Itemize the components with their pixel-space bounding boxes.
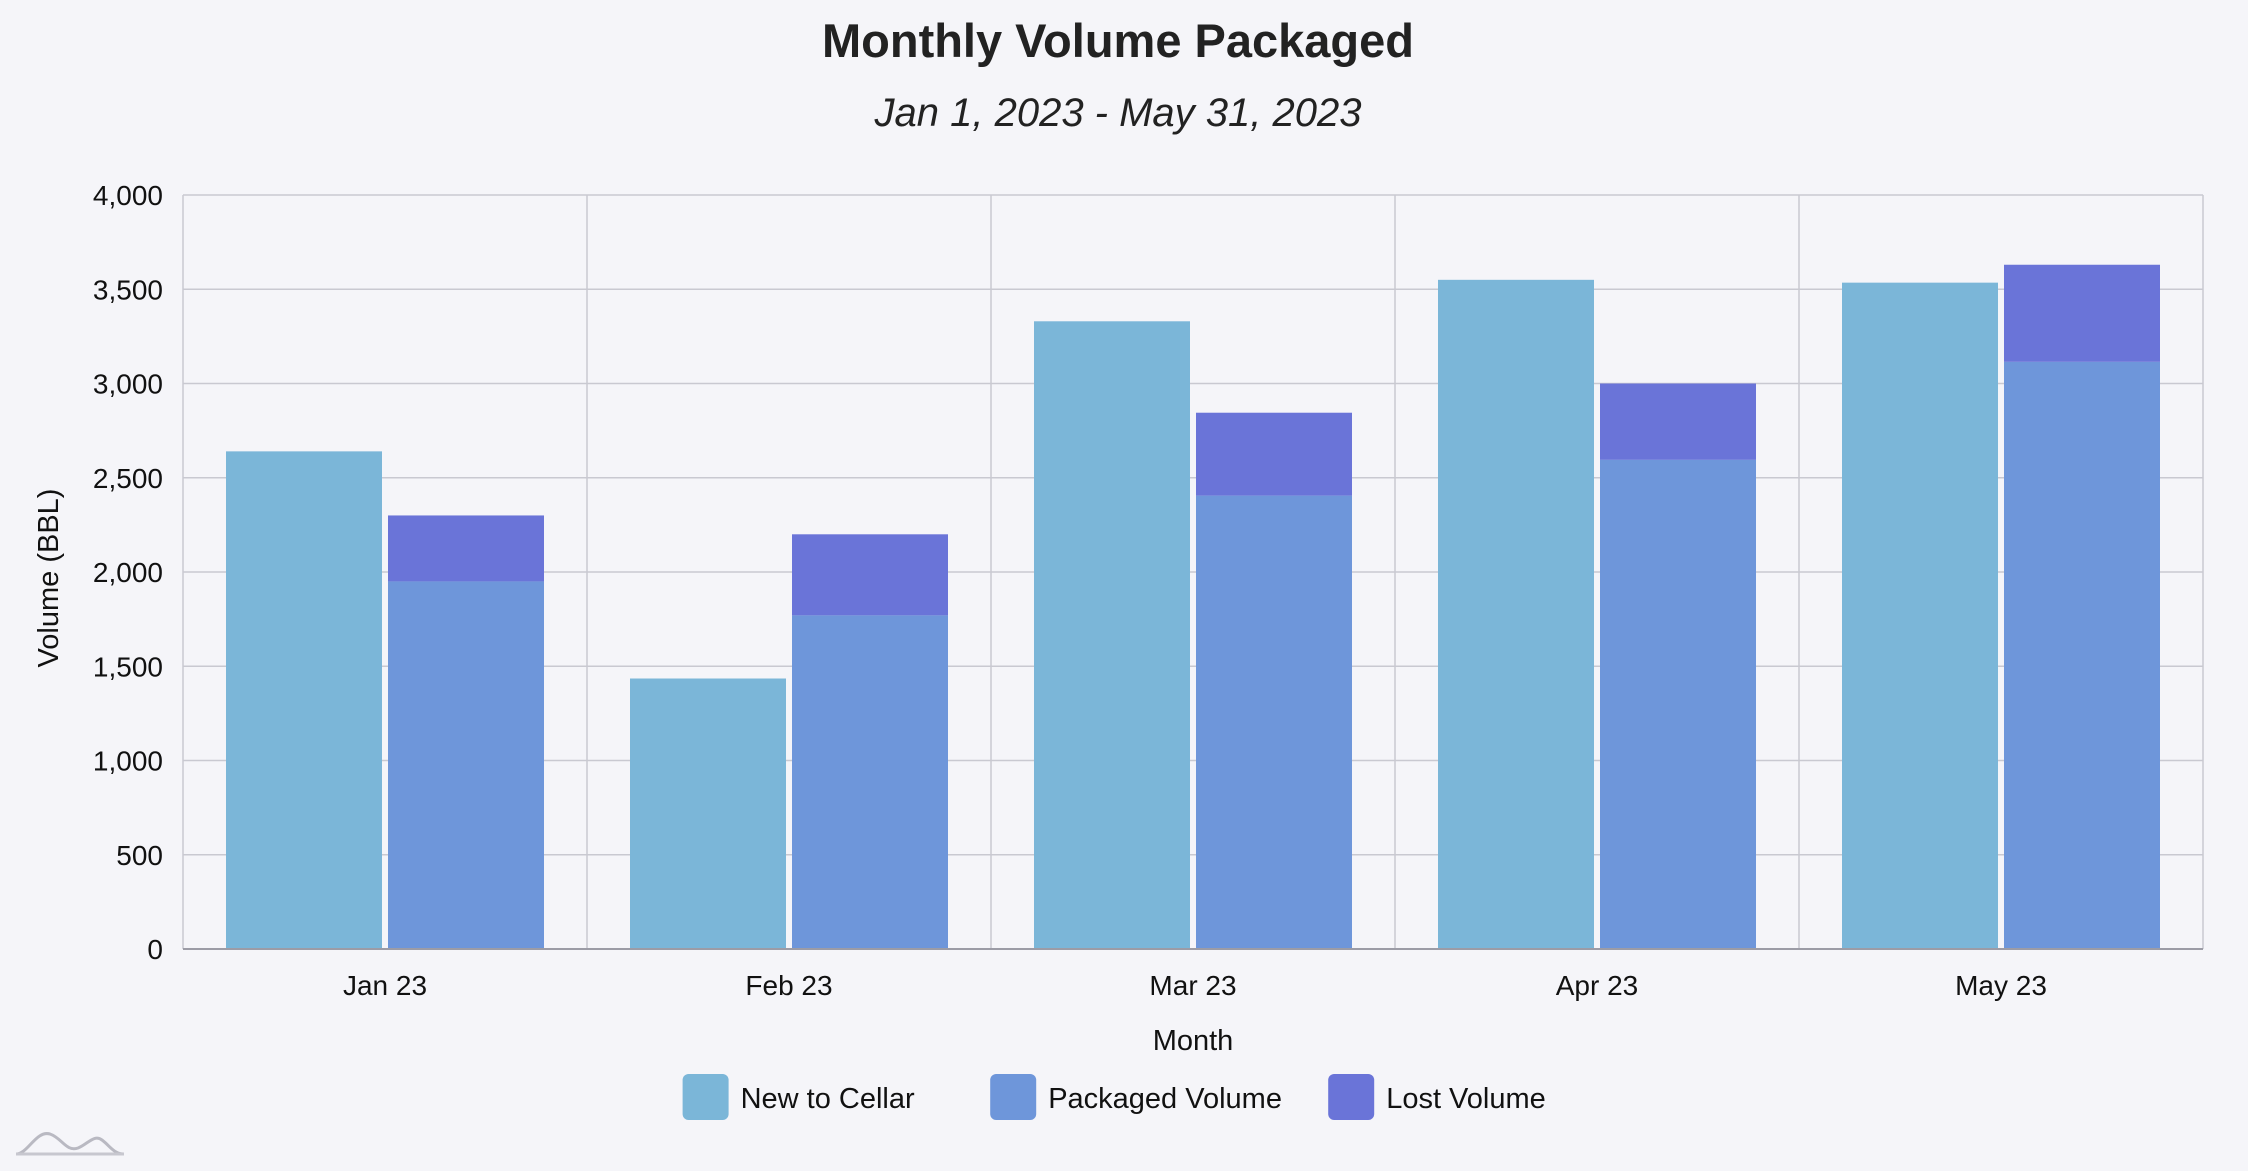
legend-label: Packaged Volume	[1048, 1083, 1282, 1115]
chart-subtitle: Jan 1, 2023 - May 31, 2023	[874, 91, 1362, 135]
bar-new-to-cellar[interactable]	[226, 451, 382, 949]
bar-lost-volume[interactable]	[1600, 383, 1756, 460]
legend-item-new-to-cellar[interactable]: New to Cellar	[682, 1074, 915, 1120]
bar-packaged-volume[interactable]	[388, 581, 544, 949]
x-tick-label: Apr 23	[1556, 970, 1639, 1001]
y-tick-label: 2,500	[93, 463, 163, 494]
app-logo-icon	[15, 1132, 125, 1156]
bar-new-to-cellar[interactable]	[1438, 279, 1594, 949]
y-tick-label: 0	[147, 934, 163, 965]
y-tick-label: 1,000	[93, 746, 163, 777]
y-tick-label: 2,000	[93, 557, 163, 588]
x-tick-label: Feb 23	[745, 970, 832, 1001]
y-tick-label: 500	[116, 840, 163, 871]
legend-item-packaged-volume[interactable]: Packaged Volume	[990, 1074, 1282, 1120]
y-tick-label: 3,000	[93, 369, 163, 400]
legend-label: New to Cellar	[741, 1083, 915, 1115]
legend-label: Lost Volume	[1386, 1083, 1546, 1115]
y-axis-label: Volume (BBL)	[33, 489, 65, 668]
legend-swatch	[990, 1074, 1037, 1120]
legend[interactable]: New to Cellar Packaged Volume Lost Volume	[682, 1074, 1546, 1120]
bar-lost-volume[interactable]	[2004, 264, 2160, 362]
bar-packaged-volume[interactable]	[1196, 495, 1352, 949]
bar-packaged-volume[interactable]	[792, 615, 948, 949]
y-tick-label: 4,000	[93, 180, 163, 211]
legend-swatch	[1328, 1074, 1375, 1120]
x-tick-label: Jan 23	[343, 970, 427, 1001]
x-tick-label: Mar 23	[1149, 970, 1236, 1001]
legend-item-lost-volume[interactable]: Lost Volume	[1328, 1074, 1546, 1120]
legend-swatch	[682, 1074, 729, 1120]
x-tick-label: May 23	[1955, 970, 2047, 1001]
bar-new-to-cellar[interactable]	[1034, 321, 1190, 949]
x-axis-label: Month	[1153, 1025, 1234, 1057]
bar-packaged-volume[interactable]	[2004, 361, 2160, 949]
bar-lost-volume[interactable]	[1196, 412, 1352, 496]
axes: 0 500 1,000 1,500 2,000 2,500 3,000 3,500 4,000 J…	[93, 180, 2203, 1001]
bar-lost-volume[interactable]	[792, 534, 948, 616]
bar-packaged-volume[interactable]	[1600, 459, 1756, 949]
bar-lost-volume[interactable]	[388, 515, 544, 582]
bar-new-to-cellar[interactable]	[630, 678, 786, 949]
bar-new-to-cellar[interactable]	[1842, 282, 1998, 950]
bars	[226, 264, 2160, 950]
chart-title: Monthly Volume Packaged	[822, 14, 1414, 67]
y-tick-label: 1,500	[93, 651, 163, 682]
y-tick-label: 3,500	[93, 274, 163, 305]
